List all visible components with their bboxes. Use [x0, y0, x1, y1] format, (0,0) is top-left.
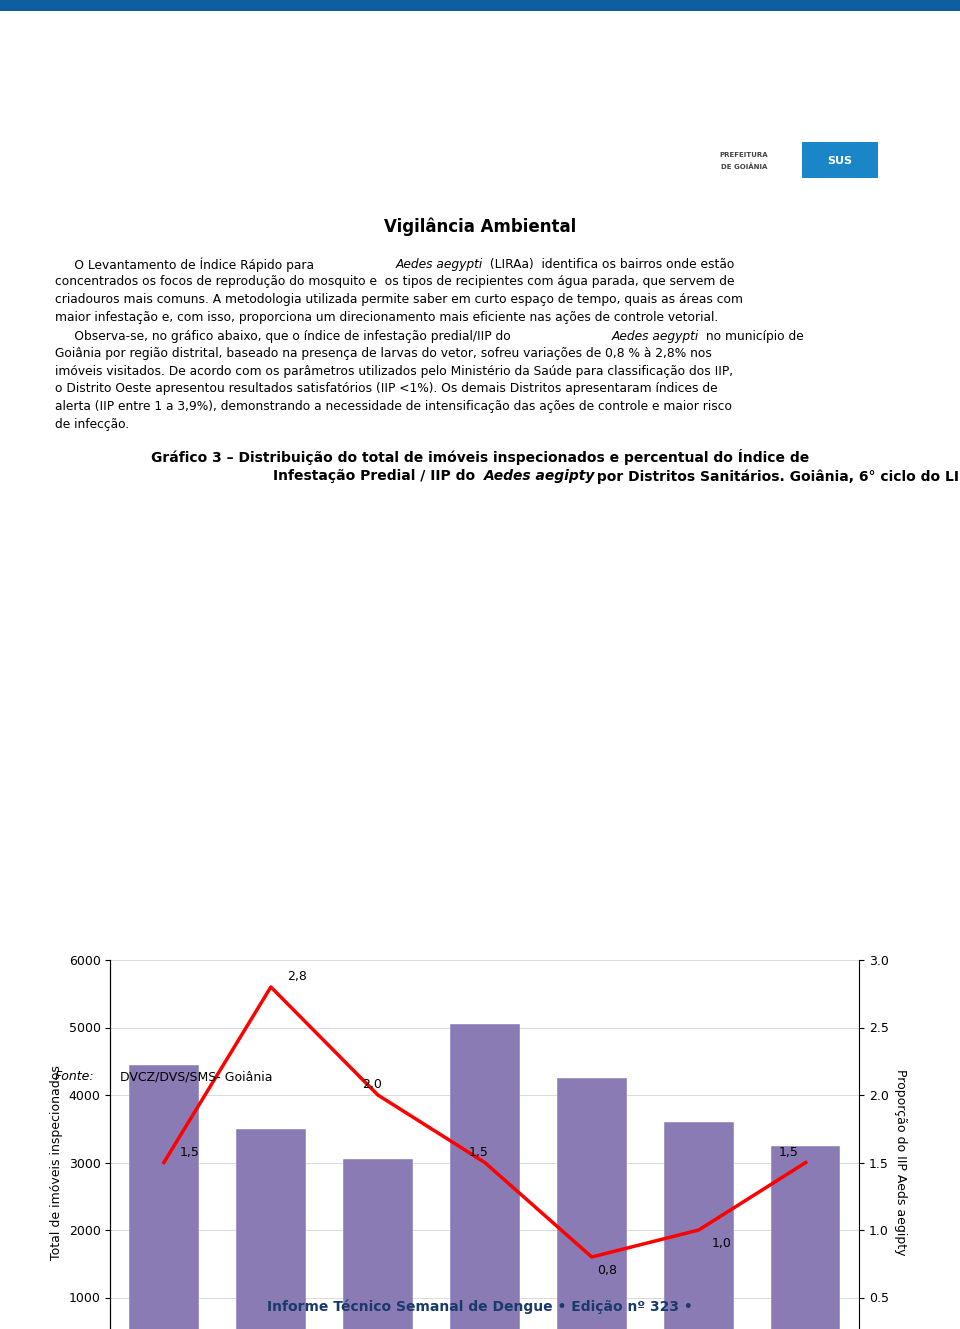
Text: por Distritos Sanitários. Goiânia, 6° ciclo do LIRAa,2015.: por Distritos Sanitários. Goiânia, 6° ci… [592, 469, 960, 484]
Text: Goiânia por região distrital, baseado na presença de larvas do vetor, sofreu var: Goiânia por região distrital, baseado na… [55, 347, 712, 360]
Text: Informe Técnico Semanal de Dengue • Edição nº 323 •: Informe Técnico Semanal de Dengue • Ediç… [267, 1300, 693, 1314]
Text: concentrados os focos de reprodução do mosquito e  os tipos de recipientes com á: concentrados os focos de reprodução do m… [55, 275, 734, 288]
Text: Fonte:: Fonte: [55, 1070, 95, 1083]
Text: 0,8: 0,8 [597, 1264, 617, 1277]
Text: PREFEITURA: PREFEITURA [720, 153, 768, 158]
Bar [0, 0, 960, 11]
Text: 1,5: 1,5 [468, 1146, 489, 1159]
Text: O Levantamento de Índice Rápido para: O Levantamento de Índice Rápido para [55, 258, 318, 272]
Text: de infecção.: de infecção. [55, 417, 130, 431]
Bar [802, 142, 878, 178]
Bar [129, 1065, 199, 1329]
Text: DVCZ/DVS/SMS- Goiânia: DVCZ/DVS/SMS- Goiânia [116, 1070, 273, 1083]
Text: Observa-se, no gráfico abaixo, que o índice de infestação predial/IIP do: Observa-se, no gráfico abaixo, que o índ… [55, 330, 515, 343]
Text: o Distrito Oeste apresentou resultados satisfatórios (IIP <1%). Os demais Distri: o Distrito Oeste apresentou resultados s… [55, 383, 718, 396]
Text: 1,5: 1,5 [180, 1146, 200, 1159]
Text: DE GOIÂNIA: DE GOIÂNIA [721, 163, 767, 170]
FancyBboxPatch shape [658, 138, 926, 181]
Text: Gráfico 3 – Distribuição do total de imóveis inspecionados e percentual do Índic: Gráfico 3 – Distribuição do total de imó… [151, 449, 809, 465]
Text: 2,8: 2,8 [287, 970, 307, 983]
Bar [450, 1025, 519, 1329]
Y-axis label: Proporção do IIP Aeds aegipty: Proporção do IIP Aeds aegipty [895, 1070, 907, 1256]
Text: Aedes aegypti: Aedes aegypti [396, 258, 483, 271]
Bar [236, 1128, 305, 1329]
Text: INFORME TÉCNICO SEMANAL: DENGUE,: INFORME TÉCNICO SEMANAL: DENGUE, [279, 33, 767, 56]
Y-axis label: Total de imóveis inspecionados: Total de imóveis inspecionados [50, 1065, 63, 1260]
Text: imóveis visitados. De acordo com os parâmetros utilizados pelo Ministério da Saú: imóveis visitados. De acordo com os parâ… [55, 365, 733, 377]
Text: Edição n° 323 – Atualizado em 03/02/2016: Edição n° 323 – Atualizado em 03/02/2016 [29, 154, 324, 167]
Text: (LIRAa)  identifica os bairros onde estão: (LIRAa) identifica os bairros onde estão [486, 258, 734, 271]
Text: 1,0: 1,0 [711, 1237, 732, 1251]
Text: RELACIONADA À INFECÇÃO PELO VÍRUS ZIKA: RELACIONADA À INFECÇÃO PELO VÍRUS ZIKA [244, 102, 803, 126]
Text: 1,5: 1,5 [779, 1146, 799, 1159]
Text: alerta (IIP entre 1 a 3,9%), demonstrando a necessidade de intensificação das aç: alerta (IIP entre 1 a 3,9%), demonstrand… [55, 400, 732, 413]
Bar [664, 1122, 733, 1329]
Text: criadouros mais comuns. A metodologia utilizada permite saber em curto espaço de: criadouros mais comuns. A metodologia ut… [55, 292, 743, 306]
Bar [771, 1146, 841, 1329]
Text: maior infestação e, com isso, proporciona um direcionamento mais eficiente nas a: maior infestação e, com isso, proporcion… [55, 311, 718, 323]
Text: SUS: SUS [828, 155, 852, 166]
Text: Infestação Predial / IIP do: Infestação Predial / IIP do [273, 469, 480, 482]
Text: Aedes aegypti: Aedes aegypti [612, 330, 699, 343]
Text: no município de: no município de [702, 330, 804, 343]
Bar [343, 1159, 413, 1329]
Text: 2,0: 2,0 [362, 1078, 382, 1091]
Text: Vigilância Ambiental: Vigilância Ambiental [384, 218, 576, 237]
Bar [557, 1078, 627, 1329]
Text: CHIKUNGUNYA, ZIKA E MICROCEFALIA: CHIKUNGUNYA, ZIKA E MICROCEFALIA [287, 69, 759, 89]
Text: Aedes aegipty: Aedes aegipty [484, 469, 595, 482]
